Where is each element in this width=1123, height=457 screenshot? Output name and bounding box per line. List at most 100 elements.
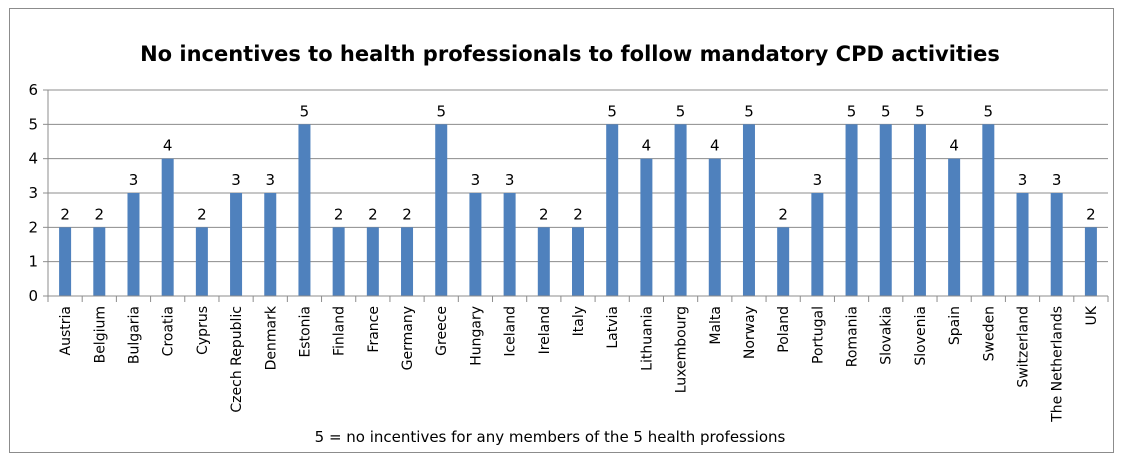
data-label: 3	[813, 171, 823, 189]
y-tick-label: 5	[28, 115, 38, 133]
bar	[982, 124, 995, 296]
data-label: 5	[847, 102, 857, 120]
data-label: 3	[129, 171, 139, 189]
bar	[913, 124, 926, 296]
category-label: Austria	[58, 306, 74, 355]
category-label: Iceland	[503, 306, 519, 357]
bar	[469, 193, 482, 296]
data-label: 2	[60, 205, 70, 223]
category-label: Portugal	[810, 306, 826, 364]
category-label: Latvia	[605, 306, 621, 349]
data-label: 3	[1052, 171, 1062, 189]
data-label: 3	[505, 171, 515, 189]
category-label: Croatia	[161, 306, 177, 356]
y-tick-label: 3	[28, 184, 38, 202]
data-label: 5	[984, 102, 994, 120]
data-label: 3	[1018, 171, 1028, 189]
bar	[366, 227, 379, 296]
data-label: 2	[197, 205, 207, 223]
data-label: 5	[300, 102, 310, 120]
category-label: Finland	[332, 306, 348, 356]
data-label: 5	[676, 102, 686, 120]
category-label: France	[366, 306, 382, 353]
data-label: 2	[334, 205, 344, 223]
data-label: 4	[949, 137, 959, 155]
data-label: 4	[163, 137, 173, 155]
data-label: 5	[607, 102, 617, 120]
data-label: 3	[231, 171, 241, 189]
category-label: Slovenia	[913, 306, 929, 366]
data-label: 5	[881, 102, 891, 120]
category-label: UK	[1084, 305, 1100, 325]
bar	[332, 227, 345, 296]
category-label: Ireland	[537, 306, 553, 354]
category-label: Lithuania	[639, 306, 655, 371]
category-label: Malta	[708, 306, 724, 345]
bar	[708, 158, 721, 296]
bar	[1050, 193, 1063, 296]
category-label: Bulgaria	[126, 306, 142, 364]
bar	[161, 158, 174, 296]
bar	[195, 227, 208, 296]
chart-area	[9, 8, 1114, 453]
category-label: Sweden	[981, 306, 997, 361]
y-tick-label: 0	[28, 287, 38, 305]
chart-title: No incentives to health professionals to…	[140, 42, 1000, 66]
bar	[640, 158, 653, 296]
bar	[845, 124, 858, 296]
data-label: 2	[573, 205, 583, 223]
bar	[435, 124, 448, 296]
category-label: Norway	[742, 306, 758, 359]
y-tick-label: 1	[28, 253, 38, 271]
data-label: 4	[642, 137, 652, 155]
bar	[948, 158, 961, 296]
bar	[1084, 227, 1097, 296]
bar	[93, 227, 106, 296]
bar	[230, 193, 243, 296]
data-label: 2	[95, 205, 105, 223]
category-label: Estonia	[297, 306, 313, 358]
bar	[537, 227, 550, 296]
category-label: Switzerland	[1016, 306, 1032, 388]
bar	[59, 227, 72, 296]
category-label: Romania	[845, 306, 861, 367]
category-label: Luxembourg	[674, 306, 690, 393]
y-tick-label: 4	[28, 150, 38, 168]
category-label: Germany	[400, 306, 416, 370]
bar	[127, 193, 140, 296]
data-label: 5	[915, 102, 925, 120]
category-label: Poland	[776, 306, 792, 353]
category-label: The Netherlands	[1050, 306, 1066, 423]
data-label: 2	[402, 205, 412, 223]
data-label: 3	[265, 171, 275, 189]
data-label: 3	[471, 171, 481, 189]
bar	[1016, 193, 1029, 296]
category-label: Belgium	[92, 306, 108, 363]
data-label: 5	[436, 102, 446, 120]
bar	[811, 193, 824, 296]
data-label: 2	[368, 205, 378, 223]
chart-footnote: 5 = no incentives for any members of the…	[314, 428, 786, 446]
category-label: Czech Republic	[229, 306, 245, 413]
category-label: Denmark	[263, 305, 279, 370]
data-label: 4	[710, 137, 720, 155]
bar	[264, 193, 277, 296]
data-label: 2	[1086, 205, 1096, 223]
bar	[777, 227, 790, 296]
category-label: Greece	[434, 306, 450, 356]
bar	[298, 124, 311, 296]
category-label: Hungary	[468, 306, 484, 366]
bar	[503, 193, 516, 296]
bar	[879, 124, 892, 296]
category-label: Italy	[571, 306, 587, 336]
category-label: Cyprus	[195, 306, 211, 355]
bar	[606, 124, 619, 296]
bar	[401, 227, 414, 296]
y-tick-label: 2	[28, 218, 38, 236]
data-label: 2	[539, 205, 549, 223]
bar	[742, 124, 755, 296]
data-label: 5	[744, 102, 754, 120]
data-label: 2	[778, 205, 788, 223]
category-label: Slovakia	[879, 306, 895, 365]
